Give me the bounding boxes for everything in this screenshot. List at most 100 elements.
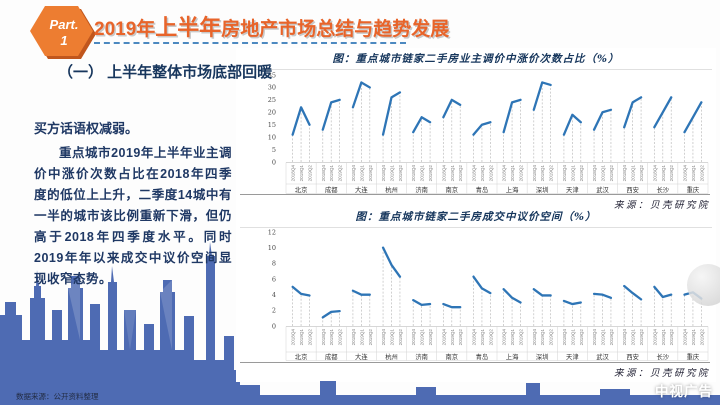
svg-text:2018Q4: 2018Q4 xyxy=(622,329,627,346)
svg-text:2: 2 xyxy=(272,307,276,315)
svg-text:25: 25 xyxy=(268,96,276,104)
svg-text:2018Q4: 2018Q4 xyxy=(291,329,296,346)
svg-text:2018Q4: 2018Q4 xyxy=(622,165,627,182)
svg-text:2019Q1: 2019Q1 xyxy=(661,165,666,182)
svg-text:2019Q1: 2019Q1 xyxy=(390,329,395,346)
svg-text:2019Q2: 2019Q2 xyxy=(338,329,343,346)
page-title-year: 2019年 xyxy=(94,19,156,40)
svg-text:2019Q1: 2019Q1 xyxy=(480,165,485,182)
svg-text:2018Q4: 2018Q4 xyxy=(592,165,597,182)
svg-text:2019Q1: 2019Q1 xyxy=(359,165,364,182)
page-title-half: 上半年 xyxy=(155,15,222,40)
svg-text:2019Q2: 2019Q2 xyxy=(398,329,403,346)
svg-text:2019Q2: 2019Q2 xyxy=(639,165,644,182)
svg-text:济南: 济南 xyxy=(415,352,428,361)
svg-text:2018Q4: 2018Q4 xyxy=(562,165,567,182)
svg-text:2019Q2: 2019Q2 xyxy=(609,165,614,182)
svg-text:2019Q2: 2019Q2 xyxy=(308,329,313,346)
badge-number: 1 xyxy=(60,33,68,48)
svg-text:2019Q2: 2019Q2 xyxy=(609,329,614,346)
svg-text:成都: 成都 xyxy=(325,352,338,361)
svg-text:2019Q2: 2019Q2 xyxy=(699,329,704,346)
svg-text:2018Q4: 2018Q4 xyxy=(441,329,446,346)
body-paragraph: 重点城市2019年上半年业主调价中涨价次数占比在2018年四季度的低位上上升，二… xyxy=(34,146,232,286)
svg-text:2018Q4: 2018Q4 xyxy=(291,165,296,182)
svg-text:2019Q2: 2019Q2 xyxy=(669,165,674,182)
svg-text:2019Q1: 2019Q1 xyxy=(661,329,666,346)
body-text-block: 买方话语权减弱。 重点城市2019年上半年业主调价中涨价次数占比在2018年四季… xyxy=(34,118,232,290)
part-badge: Part. 1 xyxy=(28,4,100,60)
svg-text:2018Q4: 2018Q4 xyxy=(502,165,507,182)
svg-text:2019Q1: 2019Q1 xyxy=(329,329,334,346)
svg-text:6: 6 xyxy=(272,275,276,283)
svg-text:济南: 济南 xyxy=(415,185,428,194)
svg-text:2019Q2: 2019Q2 xyxy=(669,329,674,346)
svg-text:2019Q1: 2019Q1 xyxy=(359,329,364,346)
svg-text:12: 12 xyxy=(268,228,276,236)
svg-text:2019Q1: 2019Q1 xyxy=(540,329,545,346)
svg-text:2018Q4: 2018Q4 xyxy=(351,329,356,346)
svg-text:2019Q1: 2019Q1 xyxy=(420,329,425,346)
svg-text:2018Q4: 2018Q4 xyxy=(321,165,326,182)
svg-text:2019Q1: 2019Q1 xyxy=(691,329,696,346)
svg-text:天津: 天津 xyxy=(566,353,579,361)
svg-text:2019Q1: 2019Q1 xyxy=(299,165,304,182)
svg-text:长沙: 长沙 xyxy=(656,352,669,361)
svg-text:2019Q2: 2019Q2 xyxy=(579,329,584,346)
svg-text:2018Q4: 2018Q4 xyxy=(562,329,567,346)
svg-text:0: 0 xyxy=(272,158,276,166)
chart-1-source: 来源：贝壳研究院 xyxy=(240,194,710,211)
svg-text:2019Q2: 2019Q2 xyxy=(458,329,463,346)
chart-2-source: 来源：贝壳研究院 xyxy=(240,362,710,379)
svg-text:10: 10 xyxy=(268,244,276,252)
svg-text:2019Q1: 2019Q1 xyxy=(570,165,575,182)
svg-text:10: 10 xyxy=(268,133,276,141)
badge-part-label: Part. xyxy=(49,17,79,32)
svg-text:2018Q4: 2018Q4 xyxy=(411,165,416,182)
svg-text:2019Q1: 2019Q1 xyxy=(480,329,485,346)
svg-text:2018Q4: 2018Q4 xyxy=(502,329,507,346)
svg-text:2018Q4: 2018Q4 xyxy=(381,329,386,346)
svg-text:2019Q1: 2019Q1 xyxy=(601,329,606,346)
svg-text:武汉: 武汉 xyxy=(596,352,609,361)
svg-text:2019Q2: 2019Q2 xyxy=(519,329,524,346)
svg-text:2018Q4: 2018Q4 xyxy=(652,329,657,346)
svg-text:重庆: 重庆 xyxy=(687,185,700,194)
svg-text:2018Q4: 2018Q4 xyxy=(532,329,537,346)
svg-text:2019Q1: 2019Q1 xyxy=(420,165,425,182)
svg-text:2018Q4: 2018Q4 xyxy=(351,165,356,182)
svg-text:2018Q4: 2018Q4 xyxy=(411,329,416,346)
svg-text:2019Q1: 2019Q1 xyxy=(570,329,575,346)
svg-text:2019Q2: 2019Q2 xyxy=(488,165,493,182)
page-title: 2019年上半年房地产市场总结与趋势发展 xyxy=(94,10,449,42)
svg-text:2019Q2: 2019Q2 xyxy=(488,329,493,346)
svg-text:20: 20 xyxy=(268,109,276,117)
svg-text:2019Q2: 2019Q2 xyxy=(368,329,373,346)
svg-text:2018Q4: 2018Q4 xyxy=(652,165,657,182)
hexagon-icon xyxy=(30,6,96,59)
svg-text:西安: 西安 xyxy=(626,185,639,194)
svg-text:2019Q2: 2019Q2 xyxy=(338,165,343,182)
chart-2-title: 图：重点城市链家二手房成交中议价空间（%） xyxy=(240,209,712,228)
svg-text:2018Q4: 2018Q4 xyxy=(682,329,687,346)
svg-text:2019Q2: 2019Q2 xyxy=(428,329,433,346)
svg-text:2019Q1: 2019Q1 xyxy=(510,165,515,182)
svg-text:2019Q2: 2019Q2 xyxy=(398,165,403,182)
svg-text:天津: 天津 xyxy=(566,186,579,194)
svg-text:2018Q4: 2018Q4 xyxy=(441,165,446,182)
svg-text:深圳: 深圳 xyxy=(536,352,549,361)
svg-text:2019Q1: 2019Q1 xyxy=(691,165,696,182)
watermark: 中视广告 xyxy=(655,384,713,399)
svg-text:2019Q1: 2019Q1 xyxy=(510,329,515,346)
svg-text:青岛: 青岛 xyxy=(476,185,489,194)
chart-1-title: 图：重点城市链家二手房业主调价中涨价次数占比（%） xyxy=(240,51,712,70)
svg-text:成都: 成都 xyxy=(325,185,338,194)
svg-text:2019Q2: 2019Q2 xyxy=(519,165,524,182)
svg-text:长沙: 长沙 xyxy=(656,185,669,194)
svg-text:2018Q4: 2018Q4 xyxy=(532,165,537,182)
svg-text:2019Q1: 2019Q1 xyxy=(601,165,606,182)
svg-text:西安: 西安 xyxy=(626,352,639,361)
svg-text:2019Q2: 2019Q2 xyxy=(308,165,313,182)
